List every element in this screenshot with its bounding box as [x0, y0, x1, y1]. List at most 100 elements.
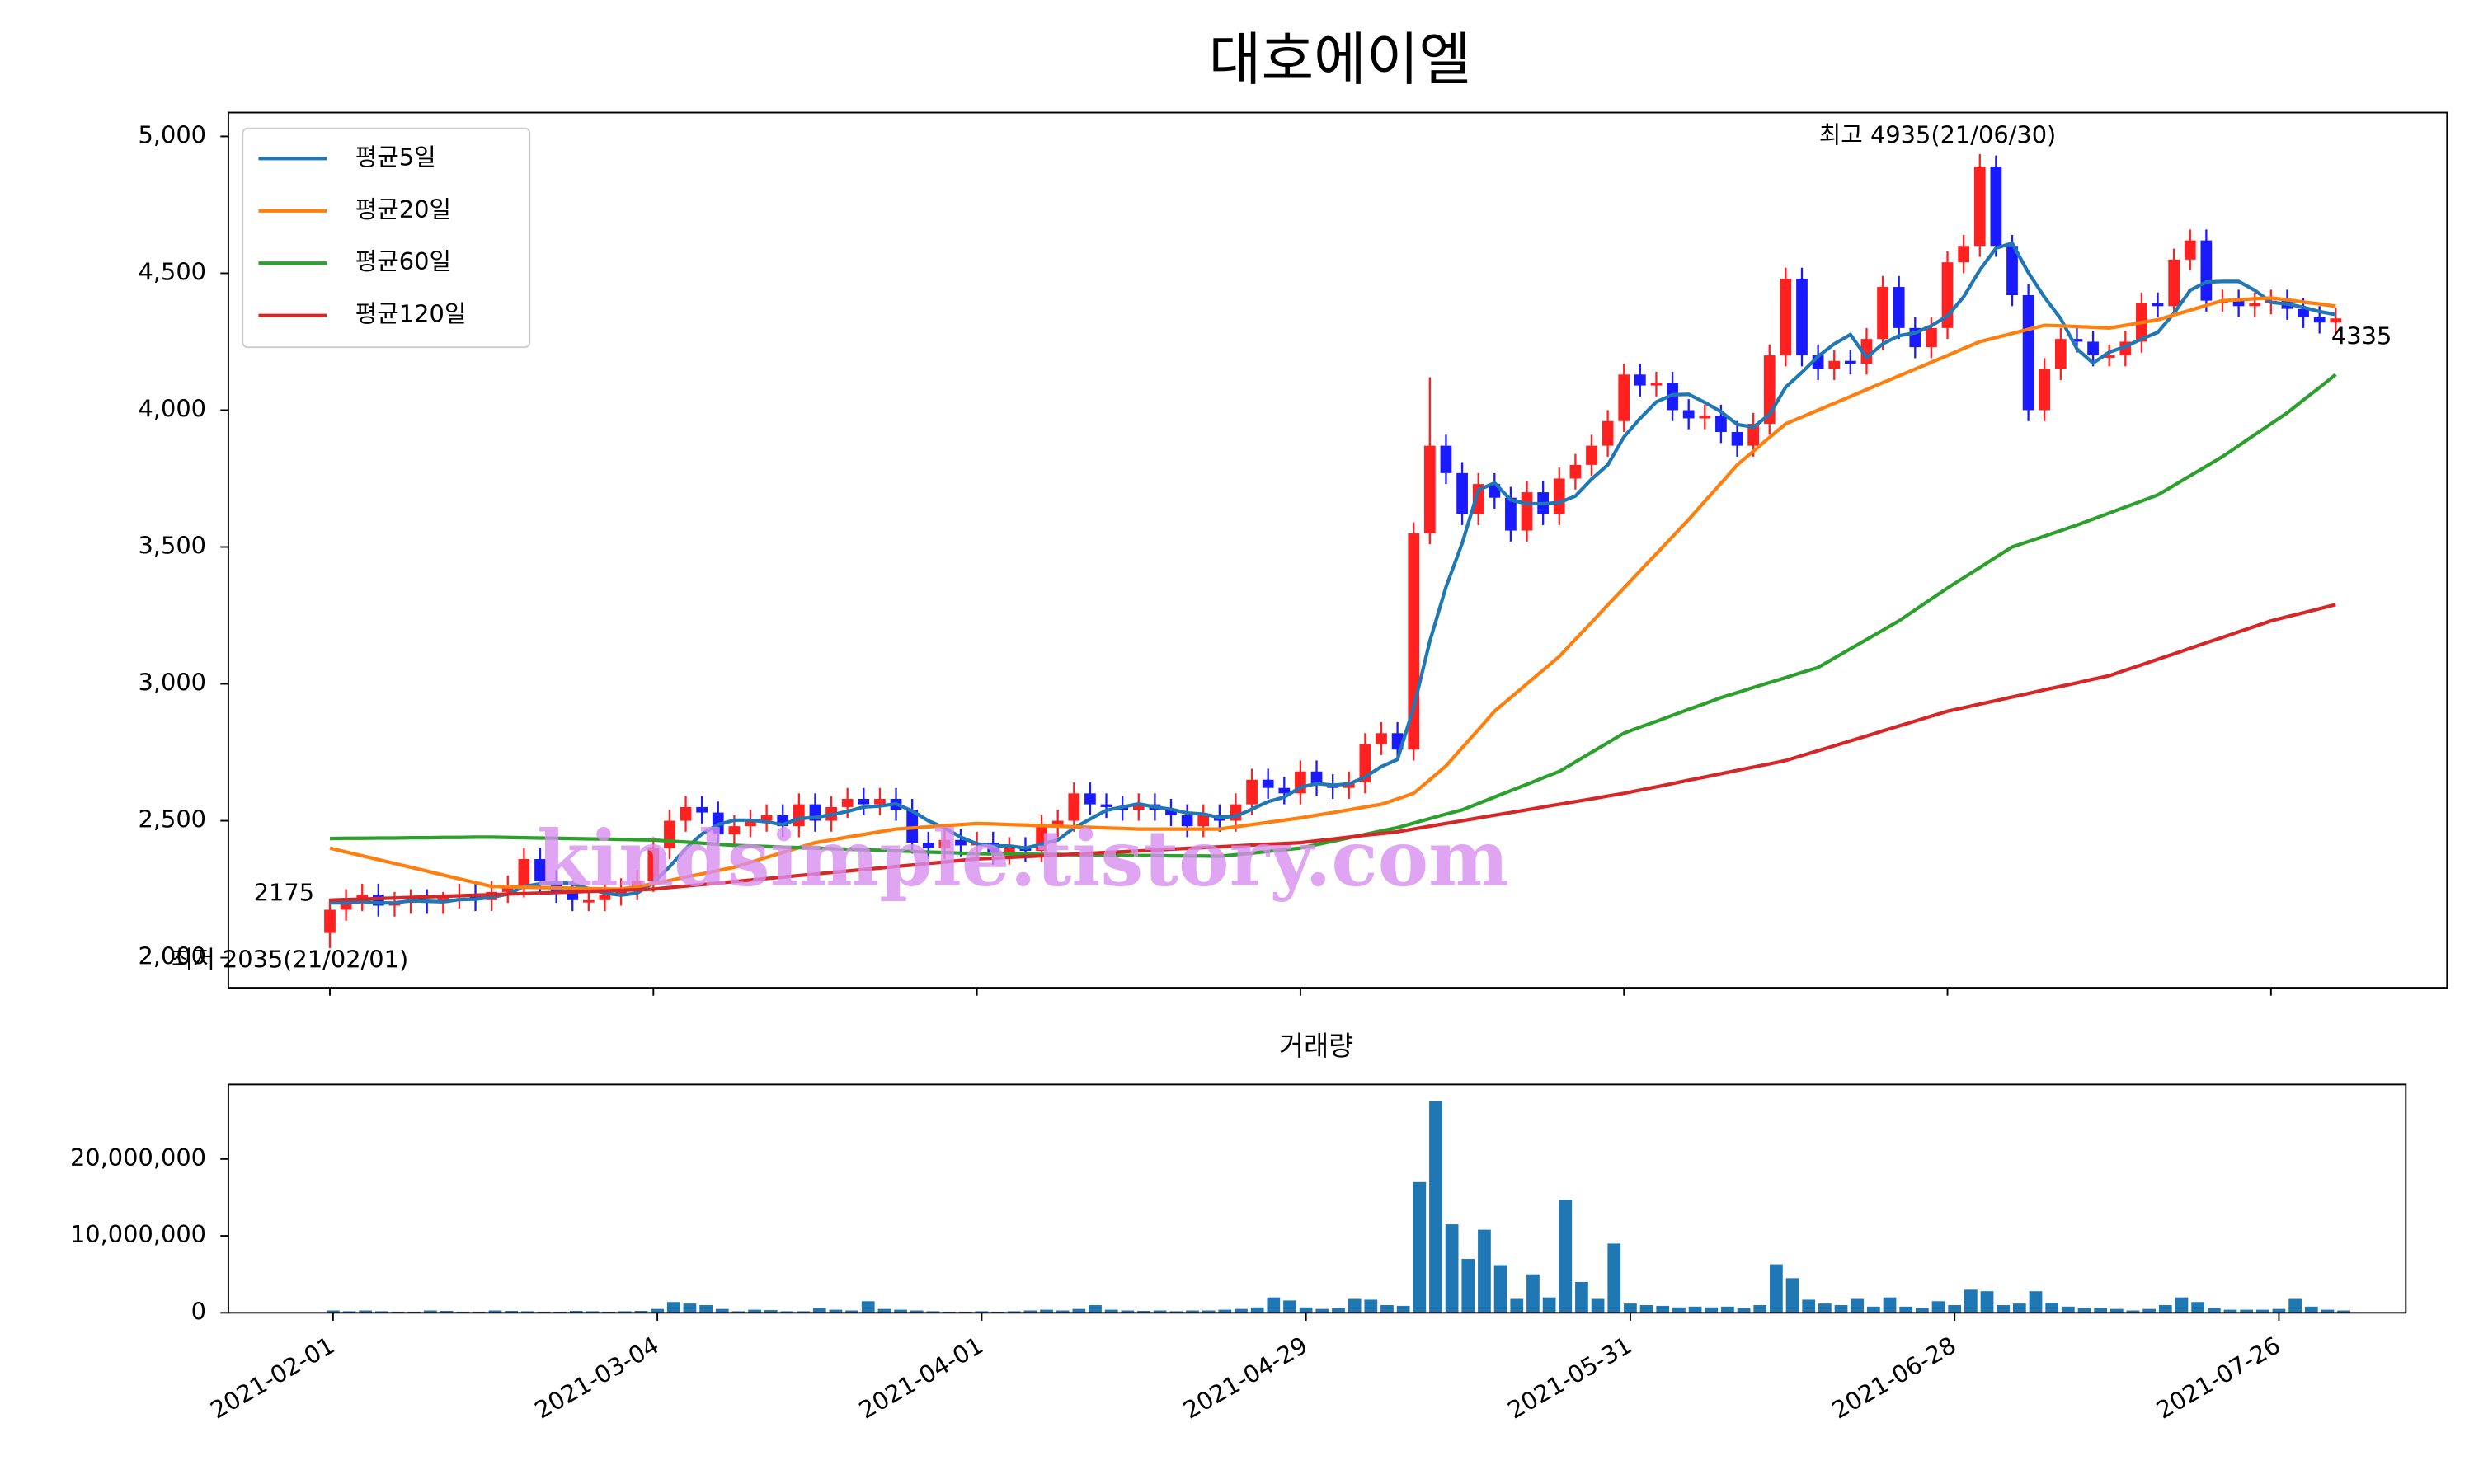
candle-body	[858, 798, 870, 805]
candle-body	[1553, 478, 1565, 514]
candle-body	[680, 806, 692, 821]
volume-bar	[1916, 1308, 1929, 1313]
legend-label: 평균5일	[355, 143, 436, 171]
volume-bar	[1396, 1305, 1410, 1313]
volume-bar	[1461, 1259, 1475, 1313]
candle-body	[2103, 355, 2115, 358]
candle-body	[1569, 464, 1582, 479]
candle-body	[1602, 420, 1614, 446]
volume-bar	[1332, 1308, 1345, 1313]
volume-bar	[2240, 1309, 2253, 1313]
y-tick-label: 4,500	[138, 257, 206, 285]
volume-bar	[1104, 1309, 1118, 1313]
volume-bar	[1056, 1310, 1070, 1313]
volume-bar	[2126, 1310, 2140, 1313]
candle-body	[324, 909, 336, 933]
volume-bar	[1023, 1310, 1037, 1313]
candle-body	[1860, 339, 1873, 364]
volume-bar	[1688, 1306, 1702, 1313]
candle-body	[1682, 410, 1695, 419]
candle-body	[938, 839, 951, 848]
volume-bar	[1575, 1282, 1588, 1313]
candle-body	[1423, 445, 1436, 533]
candle-body	[1472, 484, 1484, 514]
volume-bar	[1072, 1308, 1086, 1313]
volume-bar	[1235, 1308, 1248, 1313]
candle-body	[1376, 733, 1387, 744]
volume-bar	[2109, 1308, 2124, 1313]
volume-bar	[1883, 1297, 1897, 1313]
volume-bar	[715, 1308, 729, 1313]
candle-body	[1650, 383, 1663, 386]
annotation-low: 최저 2035(21/02/01)	[172, 945, 409, 973]
volume-title: 거래량	[1279, 1031, 1353, 1062]
volume-bar	[359, 1310, 373, 1313]
volume-bar	[1218, 1309, 1232, 1313]
candle-body	[1973, 166, 1986, 247]
candle-body	[1893, 287, 1905, 328]
legend-label: 평균120일	[355, 300, 467, 328]
volume-bar	[1510, 1298, 1524, 1313]
volume-bar	[569, 1310, 583, 1313]
volume-bar	[1639, 1304, 1653, 1313]
volume-bar	[699, 1304, 713, 1313]
first-close-label: 2175	[254, 879, 314, 907]
candle-body	[745, 820, 756, 827]
volume-bar	[2029, 1291, 2043, 1313]
volume-bar	[1250, 1307, 1264, 1313]
candle-body	[1278, 787, 1291, 794]
volume-bar	[1705, 1307, 1719, 1313]
volume-bar	[2255, 1309, 2269, 1313]
candle-body	[1586, 445, 1597, 465]
y-tick-label: 2,000	[138, 942, 206, 970]
candle-body	[2071, 339, 2083, 342]
price-frame	[227, 111, 2448, 989]
ma-line	[329, 603, 2336, 902]
candle-body	[1990, 166, 2002, 247]
candle-body	[1100, 804, 1112, 807]
watermark: kindsimple.tistory.com	[537, 814, 1509, 904]
candle-body	[2022, 295, 2034, 411]
volume-bar	[1721, 1306, 1734, 1313]
candle-body	[1262, 779, 1274, 788]
volume-bar	[2288, 1298, 2302, 1313]
candle-body	[2232, 300, 2245, 307]
candle-body	[760, 815, 773, 821]
candle-body	[1084, 793, 1096, 805]
volume-bar	[1802, 1299, 1816, 1313]
y-tick-label: 3,500	[138, 531, 206, 559]
candle-body	[340, 899, 352, 910]
candle-body	[1877, 287, 1888, 340]
volume-bar	[2191, 1302, 2205, 1313]
candle-body	[696, 806, 708, 813]
candle-body	[2039, 369, 2051, 411]
volume-bar	[2207, 1308, 2221, 1313]
candle-body	[874, 798, 886, 805]
candle-body	[1926, 327, 1937, 348]
candle-body	[1521, 492, 1533, 531]
candle-body	[501, 886, 514, 892]
volume-bar	[1980, 1291, 1994, 1313]
volume-bar	[326, 1310, 340, 1313]
volume-bar	[1121, 1310, 1135, 1313]
candle-body	[2054, 339, 2067, 369]
volume-bar	[1542, 1297, 1556, 1313]
y-tick-label: 2,500	[138, 805, 206, 834]
candle-body	[647, 848, 660, 881]
annotation-high: 최고 4935(21/06/30)	[1819, 120, 2057, 148]
y-tick-label: 5,000	[138, 120, 206, 148]
candle-body	[2087, 341, 2099, 356]
volume-bar	[666, 1302, 680, 1313]
volume-bar	[2094, 1308, 2108, 1313]
volume-bar	[1380, 1304, 1394, 1313]
volume-bar	[1493, 1265, 1507, 1313]
volume-bar	[1413, 1181, 1427, 1313]
volume-bar	[1770, 1264, 1783, 1313]
y-tick-label: 3,000	[138, 669, 206, 697]
candle-body	[1731, 432, 1743, 446]
volume-bar	[1964, 1289, 1978, 1313]
volume-bar	[877, 1308, 891, 1313]
y-tick-label: 0	[191, 1297, 206, 1325]
chart-title: 대호에이엘	[1209, 27, 1471, 93]
